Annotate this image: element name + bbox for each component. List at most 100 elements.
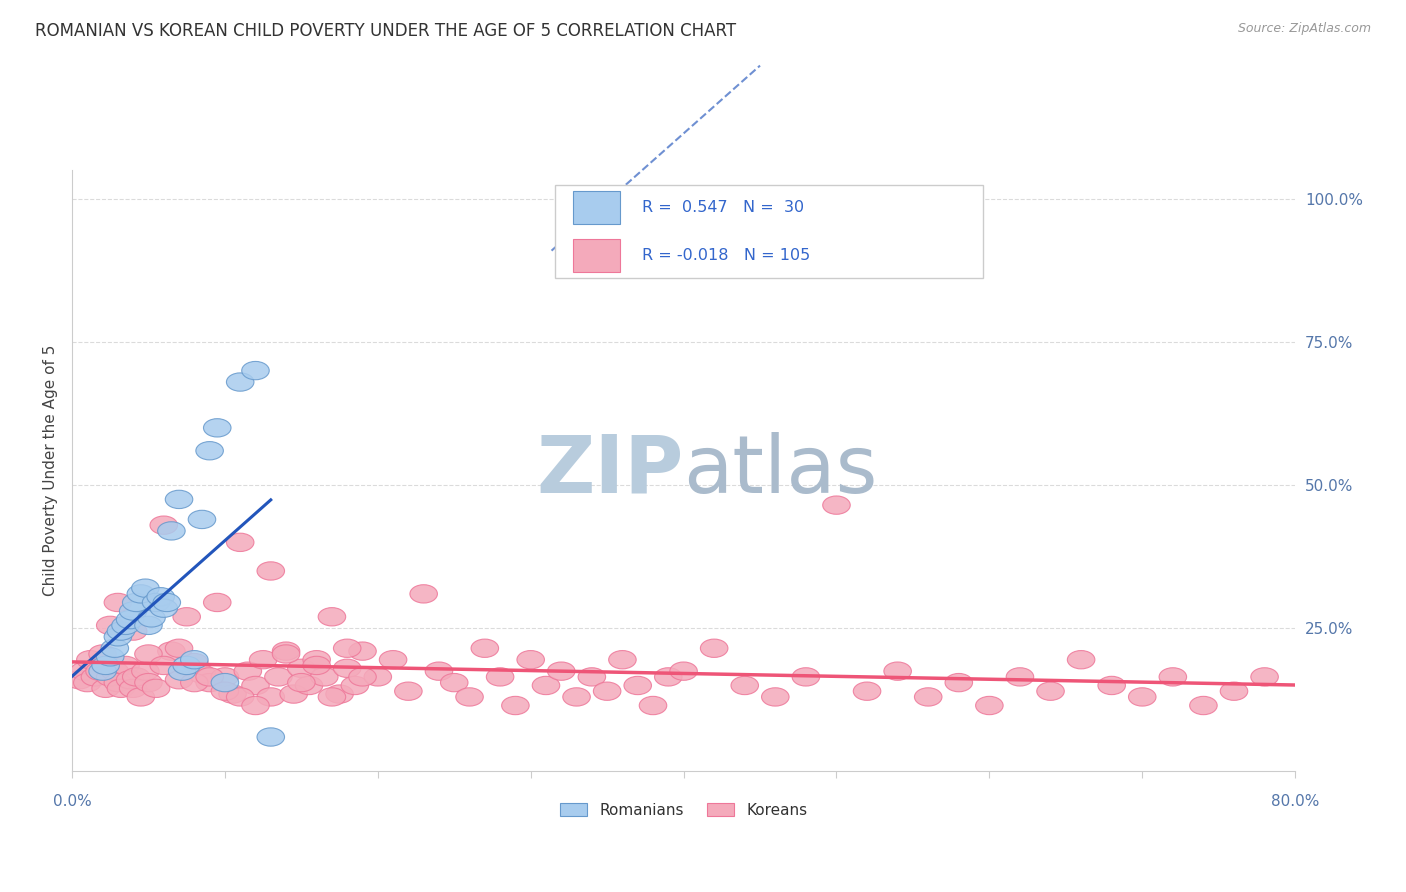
- Ellipse shape: [257, 562, 284, 580]
- Ellipse shape: [471, 639, 499, 657]
- Ellipse shape: [157, 522, 186, 540]
- Ellipse shape: [1067, 650, 1095, 669]
- Ellipse shape: [302, 657, 330, 674]
- Ellipse shape: [180, 673, 208, 692]
- Ellipse shape: [169, 662, 195, 681]
- Ellipse shape: [91, 679, 120, 698]
- Ellipse shape: [97, 668, 124, 686]
- Y-axis label: Child Poverty Under the Age of 5: Child Poverty Under the Age of 5: [44, 345, 58, 597]
- Ellipse shape: [655, 668, 682, 686]
- Ellipse shape: [107, 679, 135, 698]
- FancyBboxPatch shape: [574, 191, 620, 224]
- Ellipse shape: [1251, 668, 1278, 686]
- Ellipse shape: [280, 685, 308, 703]
- Ellipse shape: [578, 668, 606, 686]
- Legend: Romanians, Koreans: Romanians, Koreans: [554, 797, 814, 824]
- Ellipse shape: [150, 657, 177, 674]
- Ellipse shape: [233, 662, 262, 681]
- Ellipse shape: [117, 610, 143, 629]
- Ellipse shape: [180, 654, 208, 672]
- Ellipse shape: [669, 662, 697, 681]
- Ellipse shape: [120, 602, 146, 620]
- Ellipse shape: [76, 650, 104, 669]
- Ellipse shape: [104, 673, 132, 692]
- Ellipse shape: [1036, 682, 1064, 700]
- Ellipse shape: [1159, 668, 1187, 686]
- Text: ZIP: ZIP: [536, 432, 683, 510]
- Ellipse shape: [1220, 682, 1247, 700]
- Ellipse shape: [349, 642, 377, 660]
- Ellipse shape: [135, 616, 162, 634]
- Ellipse shape: [157, 642, 186, 660]
- Ellipse shape: [111, 657, 139, 674]
- Ellipse shape: [120, 679, 146, 698]
- Ellipse shape: [609, 650, 636, 669]
- Ellipse shape: [1189, 697, 1218, 714]
- Ellipse shape: [86, 662, 114, 681]
- Ellipse shape: [288, 673, 315, 692]
- Ellipse shape: [380, 650, 406, 669]
- Ellipse shape: [624, 676, 651, 695]
- Text: 0.0%: 0.0%: [52, 794, 91, 809]
- Ellipse shape: [302, 650, 330, 669]
- Text: R =  0.547   N =  30: R = 0.547 N = 30: [643, 201, 804, 215]
- Ellipse shape: [792, 668, 820, 686]
- Ellipse shape: [700, 639, 728, 657]
- Ellipse shape: [945, 673, 973, 692]
- Ellipse shape: [82, 668, 108, 686]
- Ellipse shape: [219, 685, 246, 703]
- Ellipse shape: [257, 728, 284, 747]
- Ellipse shape: [242, 697, 269, 714]
- Ellipse shape: [288, 659, 315, 677]
- Ellipse shape: [226, 688, 254, 706]
- Text: R = -0.018   N = 105: R = -0.018 N = 105: [643, 248, 810, 263]
- Ellipse shape: [204, 418, 231, 437]
- Ellipse shape: [166, 639, 193, 657]
- Ellipse shape: [273, 645, 299, 663]
- Ellipse shape: [318, 688, 346, 706]
- Ellipse shape: [456, 688, 484, 706]
- Ellipse shape: [640, 697, 666, 714]
- Ellipse shape: [127, 688, 155, 706]
- Ellipse shape: [976, 697, 1002, 714]
- Ellipse shape: [91, 657, 120, 674]
- Ellipse shape: [440, 673, 468, 692]
- Ellipse shape: [1129, 688, 1156, 706]
- Ellipse shape: [562, 688, 591, 706]
- Ellipse shape: [395, 682, 422, 700]
- Text: Source: ZipAtlas.com: Source: ZipAtlas.com: [1237, 22, 1371, 36]
- Ellipse shape: [66, 671, 93, 689]
- Ellipse shape: [195, 668, 224, 686]
- Ellipse shape: [104, 593, 132, 612]
- Ellipse shape: [486, 668, 513, 686]
- Ellipse shape: [70, 662, 98, 681]
- Ellipse shape: [120, 622, 146, 640]
- Ellipse shape: [135, 673, 162, 692]
- FancyBboxPatch shape: [574, 239, 620, 272]
- Ellipse shape: [166, 491, 193, 508]
- Ellipse shape: [853, 682, 880, 700]
- Ellipse shape: [150, 516, 177, 534]
- Ellipse shape: [731, 676, 758, 695]
- Ellipse shape: [1007, 668, 1033, 686]
- Ellipse shape: [311, 668, 337, 686]
- Ellipse shape: [204, 593, 231, 612]
- Ellipse shape: [97, 648, 124, 666]
- Ellipse shape: [111, 616, 139, 634]
- Ellipse shape: [342, 676, 368, 695]
- Ellipse shape: [211, 673, 239, 692]
- Ellipse shape: [142, 679, 170, 698]
- Ellipse shape: [127, 585, 155, 603]
- Ellipse shape: [101, 662, 128, 681]
- Ellipse shape: [173, 607, 201, 626]
- Ellipse shape: [425, 662, 453, 681]
- Ellipse shape: [914, 688, 942, 706]
- Ellipse shape: [211, 668, 239, 686]
- Text: atlas: atlas: [683, 432, 877, 510]
- Ellipse shape: [211, 682, 239, 700]
- Ellipse shape: [411, 585, 437, 603]
- Ellipse shape: [132, 579, 159, 598]
- Ellipse shape: [104, 628, 132, 646]
- Ellipse shape: [180, 650, 208, 669]
- Ellipse shape: [132, 662, 159, 681]
